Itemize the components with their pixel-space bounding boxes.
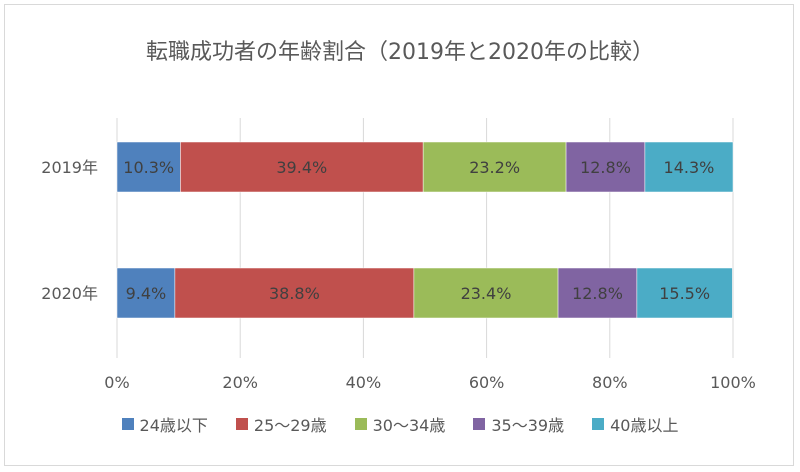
data-label: 10.3% [123,158,174,177]
bar-segment [116,267,176,319]
legend-item: 35〜39歳 [473,412,564,436]
legend-item: 30〜34歳 [354,412,446,436]
bar-segment [422,141,567,193]
bar-segment [180,141,424,193]
y-category-label: 2019年 [41,158,98,177]
x-tick-label: 40% [346,373,382,392]
chart-frame [4,4,794,466]
data-label: 14.3% [664,158,715,177]
x-tick-label: 80% [592,373,628,392]
x-tick-label: 60% [469,373,505,392]
x-tick-label: 0% [104,373,129,392]
y-category-label: 2020年 [41,284,98,303]
data-label: 38.8% [269,284,320,303]
legend-label: 24歳以下 [139,416,208,435]
data-label: 9.4% [126,284,167,303]
bar-segment [557,267,638,319]
x-tick-label: 100% [710,373,756,392]
x-tick-label: 20% [222,373,258,392]
legend-swatch [235,418,248,430]
bar-segment [636,267,733,319]
data-label: 39.4% [276,158,327,177]
data-label: 15.5% [659,284,710,303]
legend-label: 40歳以上 [610,416,679,435]
chart-title: 転職成功者の年齢割合（2019年と2020年の比較） [146,40,654,65]
data-label: 23.2% [469,158,520,177]
legend-swatch [592,418,605,430]
bar-segment [413,267,559,319]
legend-label: 35〜39歳 [491,416,565,435]
data-label: 12.8% [572,284,623,303]
legend-item: 25〜29歳 [235,412,327,436]
legend-swatch [354,418,367,430]
legend-label: 30〜34歳 [372,416,446,435]
bar-segment [565,141,646,193]
legend-label: 25〜29歳 [253,416,327,435]
data-label: 23.4% [461,284,512,303]
legend-swatch [473,418,486,430]
chart-legend: 24歳以下 25〜29歳 30〜34歳 35〜39歳 40歳以上 [0,412,800,436]
bar-segment [174,267,415,319]
legend-item: 40歳以上 [592,412,678,436]
legend-item: 24歳以下 [121,412,208,436]
legend-swatch [121,418,134,430]
bar-segment [644,141,734,193]
data-label: 12.8% [580,158,631,177]
